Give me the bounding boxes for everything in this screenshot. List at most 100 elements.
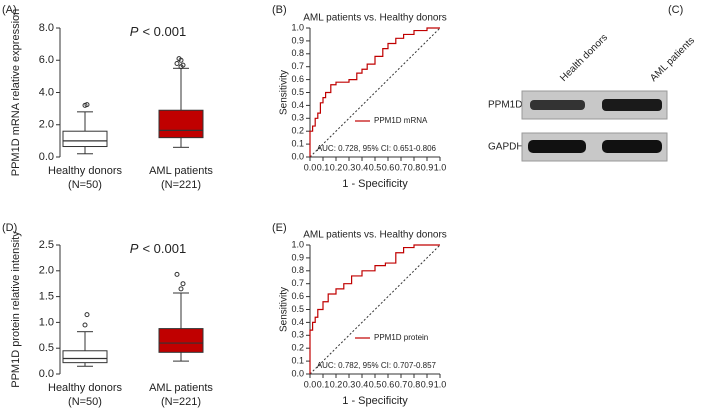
y-tick-label: 0.6: [291, 74, 304, 84]
y-tick-label: 0.3: [291, 330, 304, 340]
outlier: [180, 281, 186, 287]
annotation-symbol: P: [130, 241, 139, 256]
x-tick-label: 0.9: [421, 162, 434, 172]
x-tick-sublabel: (N=50): [68, 396, 102, 408]
x-tick-label: 0.1: [317, 162, 330, 172]
reference-diagonal: [309, 27, 441, 158]
x-tick-sublabel: (N=221): [161, 396, 201, 408]
y-tick-label: 2.0: [39, 265, 54, 277]
x-tick-label: 0.0: [304, 379, 317, 389]
y-tick-label: 0.5: [291, 87, 304, 97]
x-axis-label: 1 - Specificity: [342, 395, 408, 407]
x-tick-label: 0.1: [317, 379, 330, 389]
x-tick-label: 0.2: [330, 379, 343, 389]
y-tick-label: 0.0: [39, 151, 54, 163]
x-tick-sublabel: (N=221): [161, 179, 201, 191]
reference-diagonal: [309, 244, 441, 375]
y-tick-label: 0.4: [291, 317, 304, 327]
y-tick-label: 0.5: [291, 304, 304, 314]
x-tick-label: AML patients: [149, 382, 213, 394]
x-tick-label: 0.4: [356, 379, 369, 389]
x-tick-label: Healthy donors: [48, 382, 122, 394]
outlier: [174, 60, 180, 66]
y-tick-label: 0.5: [39, 342, 54, 354]
x-tick-label: 0.6: [382, 379, 395, 389]
y-tick-label: 0.2: [291, 343, 304, 353]
y-tick-label: 0.3: [291, 113, 304, 123]
outlier: [82, 322, 88, 328]
roc-curve: [309, 27, 440, 157]
y-tick-label: 0.8: [291, 48, 304, 58]
y-tick-label: 0.1: [291, 138, 304, 148]
roc-curve: [309, 244, 440, 374]
panel-label: (A): [2, 4, 17, 16]
annotation-symbol: P: [130, 24, 139, 39]
blot-band: [528, 140, 586, 153]
y-tick-label: 2.5: [39, 239, 54, 251]
y-tick-label: 1.0: [39, 316, 54, 328]
annotation: P < 0.001: [130, 24, 186, 39]
y-tick-label: 0.7: [291, 61, 304, 71]
legend-label: PPM1D protein: [374, 333, 428, 342]
y-tick-label: 0.2: [291, 126, 304, 136]
annotation: P < 0.001: [130, 241, 186, 256]
blot-row-label: GAPDH: [488, 142, 524, 153]
outlier: [174, 271, 180, 277]
y-axis-label: PPM1D protein relative intensity: [10, 231, 22, 388]
x-tick-label: 0.5: [369, 162, 382, 172]
x-tick-label: 0.7: [395, 162, 408, 172]
chart-title: AML patients vs. Healthy donors: [303, 230, 447, 241]
y-tick-label: 6.0: [39, 54, 54, 66]
x-tick-label: 1.0: [434, 162, 447, 172]
outlier: [180, 62, 186, 68]
y-tick-label: 1.0: [291, 22, 304, 32]
y-tick-label: 0.6: [291, 291, 304, 301]
blot-column-label: AML patients: [648, 35, 697, 84]
x-tick-label: 0.3: [343, 379, 356, 389]
y-tick-label: 0.9: [291, 35, 304, 45]
panel-label: (E): [272, 222, 287, 234]
annotation-text: < 0.001: [142, 241, 186, 256]
y-tick-label: 0.8: [291, 265, 304, 275]
panel-label: (D): [2, 222, 17, 234]
y-axis-label: Sensitivity: [279, 70, 290, 115]
y-tick-label: 4.0: [39, 86, 54, 98]
y-tick-label: 1.5: [39, 291, 54, 303]
y-tick-label: 0.4: [291, 100, 304, 110]
y-axis-label: Sensitivity: [279, 287, 290, 332]
x-tick-label: 0.5: [369, 379, 382, 389]
box: [62, 130, 108, 148]
blot-row-label: PPM1D: [488, 100, 522, 111]
legend-label: PPM1D mRNA: [374, 116, 428, 125]
annotation: AUC: 0.728, 95% CI: 0.651-0.806: [317, 144, 437, 153]
x-axis-label: 1 - Specificity: [342, 178, 408, 190]
y-tick-label: 0.9: [291, 252, 304, 262]
y-tick-label: 0.0: [291, 368, 304, 378]
x-tick-label: 0.3: [343, 162, 356, 172]
x-tick-label: AML patients: [149, 165, 213, 177]
x-tick-label: 0.7: [395, 379, 408, 389]
x-tick-label: 0.8: [408, 379, 421, 389]
blot-band: [602, 99, 662, 111]
blot-band: [602, 140, 662, 153]
x-tick-label: 0.4: [356, 162, 369, 172]
x-tick-label: Healthy donors: [48, 165, 122, 177]
y-tick-label: 0.1: [291, 355, 304, 365]
box: [158, 109, 204, 139]
x-tick-label: 0.2: [330, 162, 343, 172]
annotation: AUC: 0.782, 95% CI: 0.707-0.857: [317, 361, 437, 370]
x-tick-label: 0.0: [304, 162, 317, 172]
x-tick-sublabel: (N=50): [68, 179, 102, 191]
outlier: [178, 286, 184, 292]
blot-column-label: Health donors: [558, 32, 610, 84]
box: [158, 328, 204, 353]
chart-title: AML patients vs. Healthy donors: [303, 13, 447, 24]
panel-label: (B): [272, 4, 287, 16]
x-tick-label: 0.8: [408, 162, 421, 172]
outlier: [84, 102, 90, 108]
x-tick-label: 0.6: [382, 162, 395, 172]
blot-band: [530, 100, 585, 110]
y-tick-label: 1.0: [291, 239, 304, 249]
y-axis-label: PPM1D mRNA relative expression: [10, 9, 22, 177]
